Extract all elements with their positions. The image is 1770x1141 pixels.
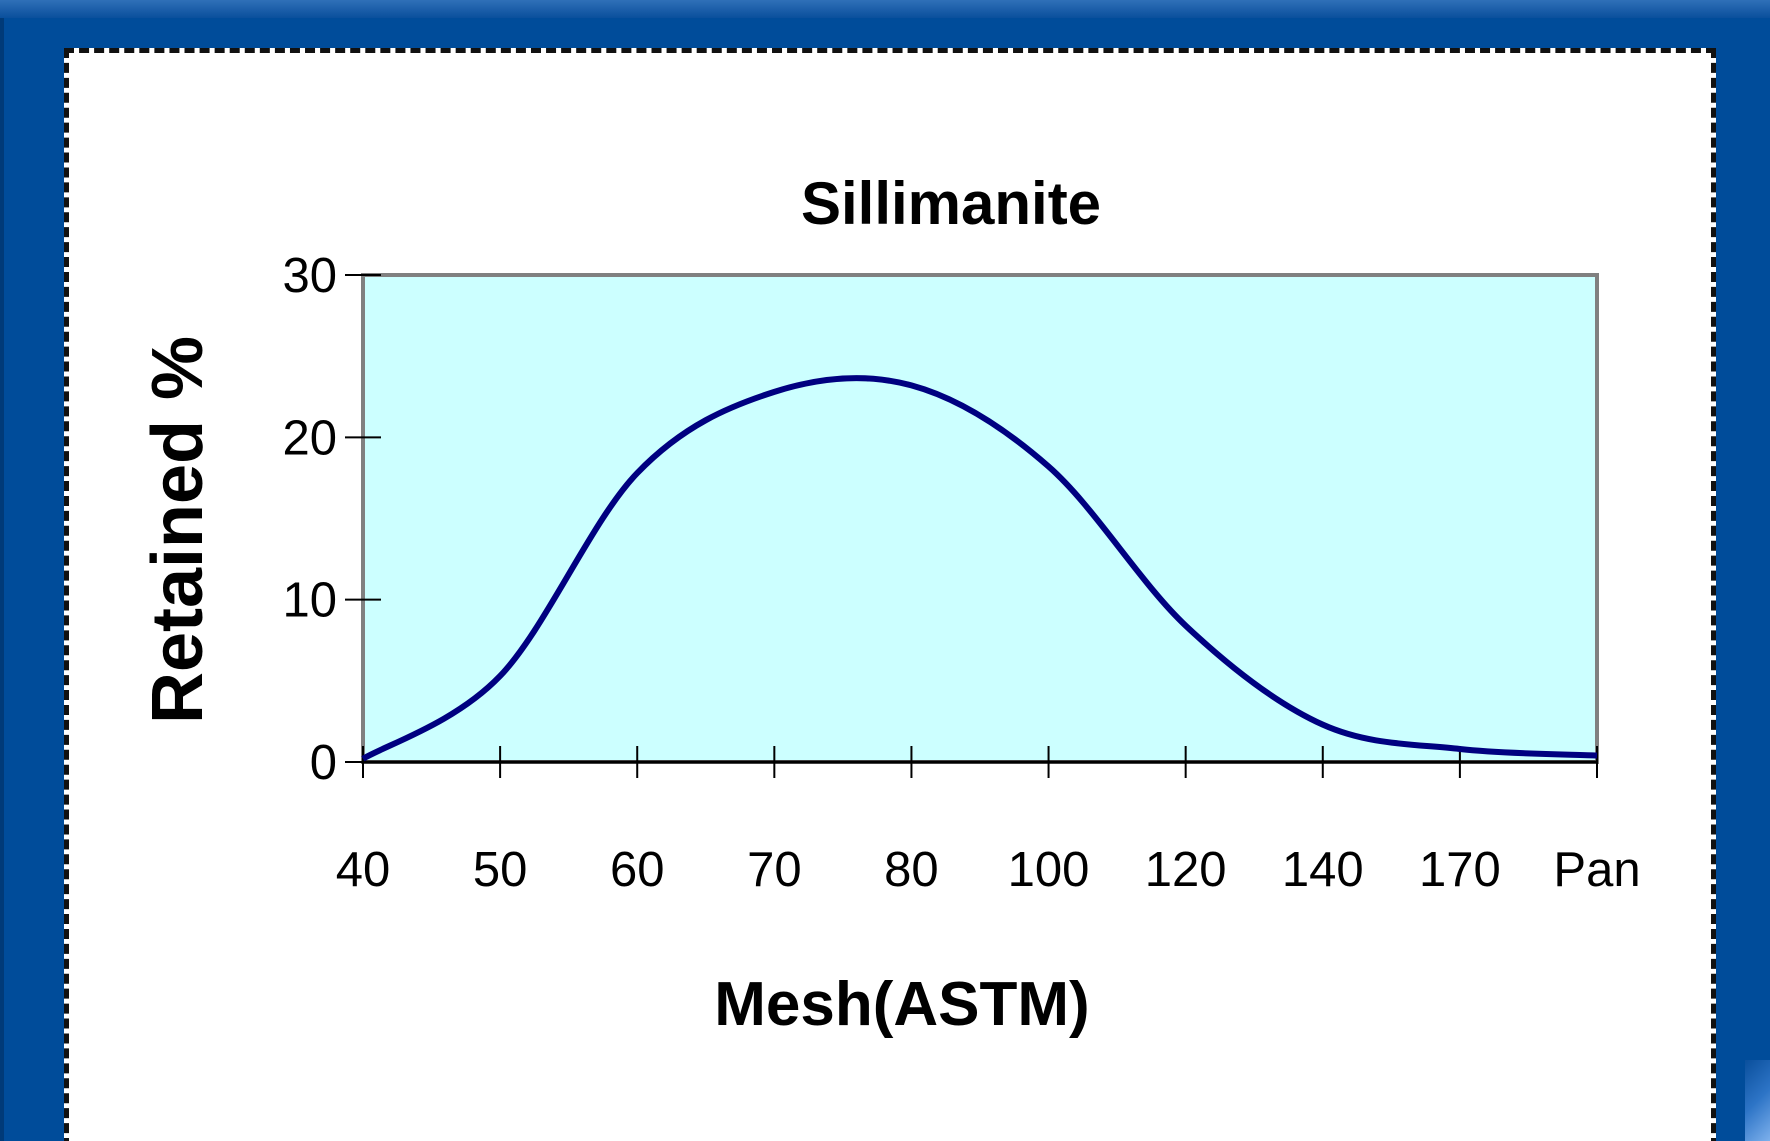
- x-tick-label: 80: [884, 843, 939, 897]
- x-tick-label: 140: [1282, 843, 1364, 897]
- left-edge-line: [0, 18, 4, 1141]
- x-axis-title: Mesh(ASTM): [714, 970, 1089, 1039]
- x-tick-label: 50: [473, 843, 528, 897]
- y-tick-label: 10: [282, 574, 337, 628]
- top-stripe: [0, 0, 1770, 18]
- plot-layer: 0 10 20 30 40 50 60 70 80 100 120 140 170 Pan: [282, 249, 1640, 897]
- x-tick-label: 100: [1008, 843, 1090, 897]
- corner-graphic: [1745, 1060, 1770, 1141]
- y-tick-label: 0: [310, 736, 337, 790]
- chart-title: Sillimanite: [801, 170, 1101, 237]
- x-tick-label: 120: [1145, 843, 1227, 897]
- x-tick-label: 40: [336, 843, 391, 897]
- y-tick-label: 20: [282, 411, 337, 465]
- x-tick-label: 70: [747, 843, 802, 897]
- y-axis-title: Retained %: [138, 336, 218, 724]
- x-tick-label: 170: [1419, 843, 1501, 897]
- series-line: [361, 375, 1598, 762]
- plot-area: [361, 273, 1599, 764]
- y-tick-label: 30: [282, 249, 337, 303]
- x-tick-label: Pan: [1553, 843, 1640, 897]
- x-tick-label: 60: [610, 843, 665, 897]
